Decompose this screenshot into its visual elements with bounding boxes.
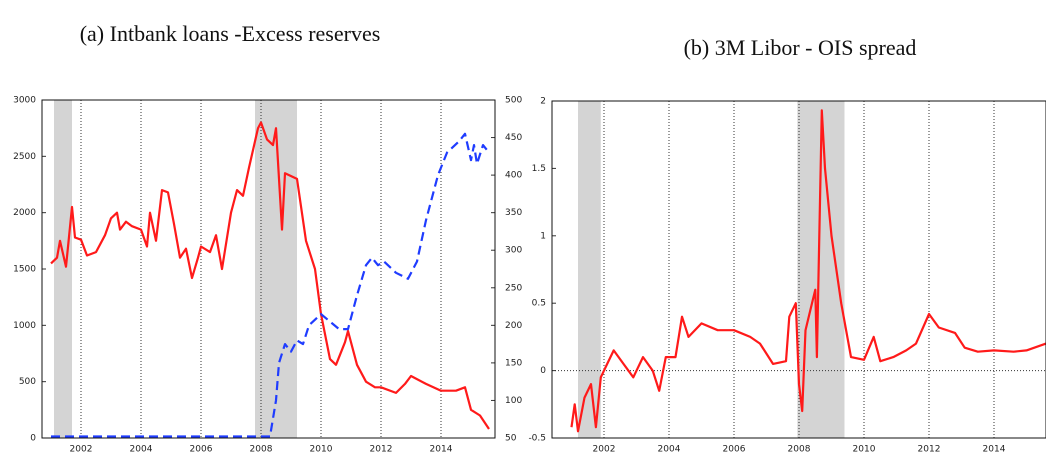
x-tick-label: 2012 (370, 445, 393, 455)
y-tick-label: 0 (540, 366, 546, 376)
y2-tick-label: 350 (505, 208, 522, 218)
y2-tick-label: 450 (505, 133, 522, 143)
y2-tick-label: 150 (505, 358, 522, 368)
data-line (50, 121, 490, 430)
y-tick-label: 500 (19, 377, 36, 387)
x-tick-label: 2014 (430, 445, 453, 455)
y-tick-label: -0.5 (528, 434, 546, 444)
chart-title: (b) 3M Libor - OIS spread (684, 35, 917, 60)
x-tick-label: 2008 (250, 445, 273, 455)
y2-tick-label: 200 (505, 321, 522, 331)
plot-frame (551, 100, 1046, 439)
x-tick-label: 2002 (593, 445, 616, 455)
x-tick-label: 2014 (983, 445, 1006, 455)
y-tick-label: 1 (540, 231, 546, 241)
chart-title: (a) Intbank loans -Excess reserves (80, 21, 381, 46)
y2-tick-label: 50 (505, 434, 517, 444)
y-tick-label: 1500 (13, 265, 36, 275)
x-tick-label: 2006 (190, 445, 213, 455)
y-tick-label: 2500 (13, 152, 36, 162)
x-tick-label: 2010 (310, 445, 333, 455)
y2-tick-label: 400 (505, 171, 522, 181)
shaded-band (578, 101, 601, 438)
y-tick-label: 0 (30, 434, 36, 444)
y2-tick-label: 500 (505, 96, 522, 106)
x-tick-label: 2008 (788, 445, 811, 455)
data-line (570, 109, 1046, 433)
x-tick-label: 2004 (658, 445, 681, 455)
shaded-band (54, 100, 72, 438)
x-tick-label: 2012 (918, 445, 941, 455)
y-tick-label: 1.5 (532, 164, 546, 174)
data-line (51, 132, 490, 438)
y-tick-label: 3000 (13, 96, 36, 106)
y-tick-label: 2 (540, 97, 546, 107)
x-tick-label: 2004 (130, 445, 153, 455)
shaded-band (255, 100, 297, 438)
y2-tick-label: 250 (505, 283, 522, 293)
y-tick-label: 0.5 (532, 299, 546, 309)
x-tick-label: 2002 (70, 445, 93, 455)
y2-tick-label: 100 (505, 396, 522, 406)
y2-tick-label: 300 (505, 246, 522, 256)
plot-frame (41, 99, 496, 439)
x-tick-label: 2006 (723, 445, 746, 455)
y-tick-label: 2000 (13, 208, 36, 218)
panel: (a) Intbank loans -Excess reserves 2002 20… (13, 21, 522, 454)
x-tick-label: 2010 (853, 445, 876, 455)
y-tick-label: 1000 (13, 321, 36, 331)
